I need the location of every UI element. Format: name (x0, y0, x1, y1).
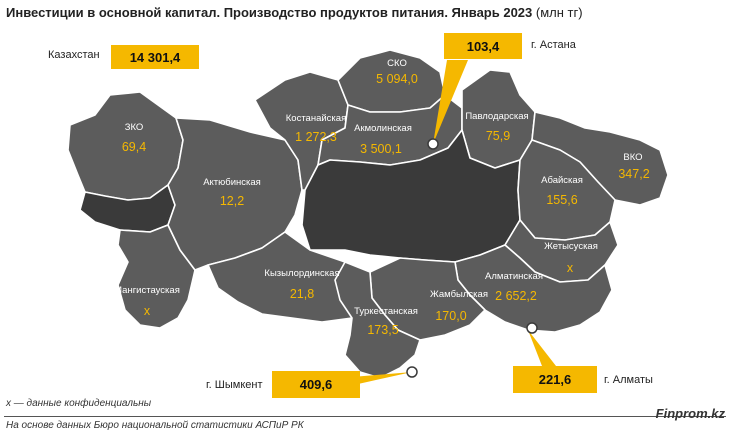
region-name: Костанайская (286, 113, 346, 124)
unit-text: (млн тг) (535, 5, 583, 20)
region-value: 75,9 (486, 129, 510, 143)
kazakhstan-value-box: 14 301,4 (111, 45, 199, 69)
region-name: Абайская (541, 175, 583, 186)
astana-label: г. Астана (531, 39, 576, 51)
chart-title: Инвестиции в основной капитал. Производс… (6, 5, 583, 20)
footnote: х — данные конфиденциальны (6, 398, 152, 409)
kazakhstan-label: Казахстан (48, 49, 100, 61)
region-name: ВКО (623, 152, 642, 163)
region-value: 1 272,3 (295, 130, 337, 144)
region-name: Жамбылская (430, 289, 488, 300)
region-name: ЗКО (125, 122, 144, 133)
region-name: Жетысуская (544, 241, 598, 252)
shymkent-value-box: 409,6 (272, 371, 360, 398)
region-name: Алматинская (485, 271, 543, 282)
almaty-value-box: 221,6 (513, 366, 597, 393)
region-value: 69,4 (122, 140, 146, 154)
region-value: 347,2 (618, 167, 649, 181)
region-value: x (567, 261, 574, 275)
region-name: Кызылординская (264, 268, 339, 279)
region-value: 170,0 (435, 309, 466, 323)
region-value: 2 652,2 (495, 289, 537, 303)
astana-callout (433, 60, 468, 144)
almaty-callout (528, 330, 556, 366)
region-value: 5 094,0 (376, 72, 418, 86)
region-value: 173,5 (367, 323, 398, 337)
almaty-label: г. Алматы (604, 374, 653, 386)
shymkent-label: г. Шымкент (206, 379, 263, 391)
source-note: На основе данных Бюро национальной стати… (6, 420, 304, 431)
region-value: 155,6 (546, 193, 577, 207)
astana-value-box: 103,4 (444, 33, 522, 59)
region-name: Туркестанская (354, 306, 418, 317)
region-name: СКО (387, 58, 407, 69)
shymkent-marker (406, 366, 418, 378)
region-name: Мангистауская (114, 285, 180, 296)
region-name: Павлодарская (465, 111, 528, 122)
region-value: 21,8 (290, 287, 314, 301)
region-name: Актюбинская (203, 177, 261, 188)
almaty-marker (526, 322, 538, 334)
footer-divider (4, 416, 726, 417)
region-turkestan[interactable] (334, 261, 421, 379)
astana-marker (427, 138, 439, 150)
region-value: 3 500,1 (360, 142, 402, 156)
brand-logo: Finprom.kz (655, 406, 725, 421)
region-value: 12,2 (220, 194, 244, 208)
region-name: Акмолинская (354, 123, 412, 134)
region-value: x (144, 304, 151, 318)
title-text: Инвестиции в основной капитал. Производс… (6, 5, 533, 20)
